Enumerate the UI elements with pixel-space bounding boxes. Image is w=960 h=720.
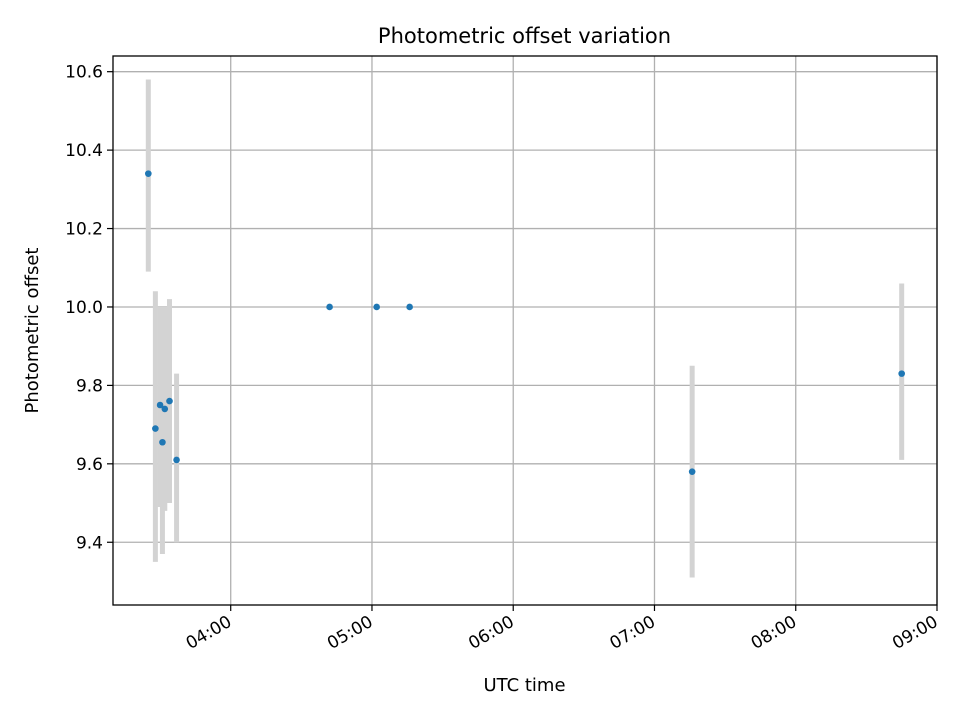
data-point (688, 468, 696, 475)
y-tick-label: 9.8 (76, 376, 103, 396)
y-tick-label: 10.6 (65, 63, 103, 83)
data-point (373, 303, 380, 311)
x-axis-title: UTC time (483, 675, 565, 696)
data-point (152, 425, 159, 432)
data-points (145, 170, 905, 475)
y-tick-label: 9.6 (76, 455, 103, 475)
data-point (166, 397, 173, 405)
chart-title: Photometric offset variation (378, 24, 671, 48)
data-point (898, 370, 905, 377)
plot-frame (112, 55, 938, 606)
y-axis: 9.4 9.6 9.8 10.0 10.2 10.4 10.6 (65, 63, 113, 553)
data-point (156, 401, 164, 409)
data-point (161, 405, 169, 413)
data-point (173, 456, 180, 464)
y-tick-label: 10.4 (65, 141, 103, 161)
y-tick-label: 10.0 (65, 298, 103, 318)
y-tick-label: 9.4 (76, 533, 103, 553)
data-point (145, 170, 152, 177)
y-axis-title: Photometric offset (22, 248, 43, 414)
data-point (159, 438, 166, 446)
y-tick-label: 10.2 (65, 220, 103, 240)
data-point (406, 303, 413, 311)
data-point (326, 303, 333, 311)
